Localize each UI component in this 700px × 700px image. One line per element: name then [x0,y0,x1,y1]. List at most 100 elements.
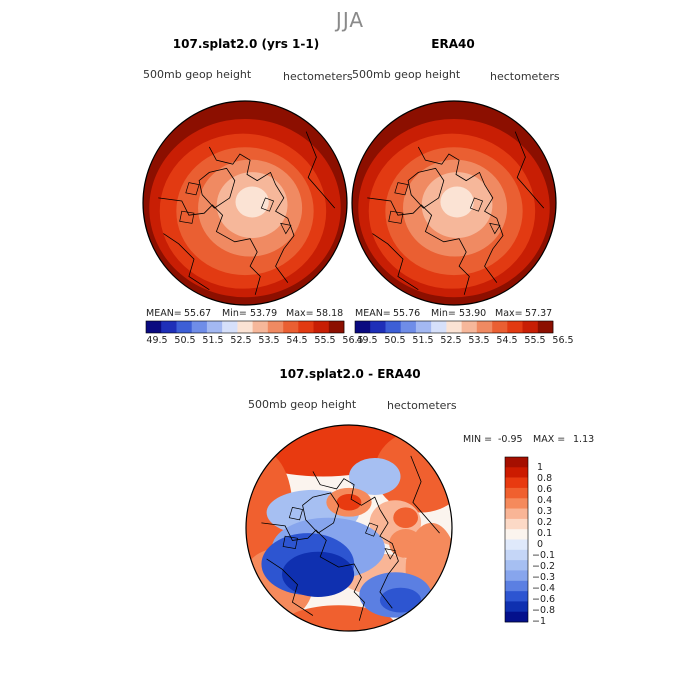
diff-colorbar-swatch [505,611,528,623]
panel-1-mean-value: 55.67 [184,308,212,319]
greenland-coastline [302,492,340,534]
diff-colorbar-swatch [505,580,528,592]
diff-cb-tick: −0.1 [532,550,556,561]
diff-contour-region [379,587,422,613]
diff-colorbar-swatch [505,467,528,478]
colorbar-2-swatch [507,321,523,333]
polar-map [143,101,347,305]
colorbar-1-swatch [206,321,223,333]
diff-cb-tick: −1 [532,616,547,627]
map-ring [235,186,269,218]
island-coastline [365,522,379,537]
diff-colorbar-swatch [505,508,528,520]
diff-max-value: 1.13 [573,434,595,445]
diff-colorbar-swatch [505,518,528,530]
colorbar-2-swatch [461,321,478,333]
panel-1-min-label: Min= [222,308,247,319]
difference-map [246,425,452,631]
cb2-tick: 50.5 [384,335,406,346]
polar-map [352,101,556,305]
coastline [208,146,295,283]
diff-cb-tick: −0.2 [532,561,556,572]
panel-2-variable: 500mb geop height [352,68,461,81]
diff-variable: 500mb geop height [248,398,357,411]
island-coastline [179,210,195,224]
diff-cb-tick: 0.3 [537,506,553,517]
colorbar-1-swatch [146,321,162,333]
island-coastline [394,182,409,196]
cb1-tick: 54.5 [286,335,308,346]
colorbar-2-swatch [400,321,417,333]
island-coastline [384,548,396,560]
panel-2-title: ERA40 [431,37,475,51]
island-coastline [280,222,292,235]
coastline [158,197,261,295]
panel-2-units: hectometers [490,70,560,83]
island-coastline [489,222,501,235]
panel-2-max-label: Max= [495,308,523,319]
coastline [372,233,419,291]
diff-colorbar-swatch [505,549,528,561]
coastline [305,131,336,209]
diff-colorbar-swatch [505,477,528,489]
colorbar-1-swatch [252,321,269,333]
cb1-tick: 52.5 [230,335,252,346]
island-coastline [388,210,404,224]
colorbar-2-frame [354,320,554,334]
diff-cb-tick: 0.6 [537,484,553,495]
colorbar-2-swatch [476,321,493,333]
diff-cb-tick: 0.4 [537,495,553,506]
diff-colorbar-swatch [505,529,528,540]
diff-colorbar-swatch [505,591,528,602]
colorbar-2-swatch [522,321,538,333]
panel-1-units: hectometers [283,70,353,83]
island-coastline [185,182,200,196]
diff-cb-tick: −0.4 [532,583,556,594]
diff-min-label: MIN = [463,434,493,445]
diff-contour-region [349,457,401,496]
map-border [142,100,348,306]
colorbar-1-swatch [267,321,284,333]
coastline [261,522,365,621]
cb1-tick: 55.5 [314,335,336,346]
panel-2-min-label: Min= [431,308,456,319]
coastline [410,455,440,534]
colorbar-1-swatch [191,321,208,333]
cb2-tick: 56.5 [552,335,574,346]
diff-map-border [245,424,453,632]
coastline [266,558,314,616]
coastline [514,131,545,209]
colorbar-2-swatch [415,321,432,333]
season-label: JJA [335,8,365,32]
panel-1-max-value: 58.18 [316,308,344,319]
diff-cb-tick: −0.8 [532,605,556,616]
colorbar-1-swatch [313,321,329,333]
diff-cb-tick: 0.2 [537,517,553,528]
cb1-tick: 56.5 [342,335,364,346]
diff-contour-region [336,494,362,511]
colorbar-1-swatch [237,321,253,333]
diff-contour-region [393,507,419,528]
colorbar-2-swatch [431,321,447,333]
colorbar-1-swatch [298,321,314,333]
colorbar-2-swatch [492,321,508,333]
cb2-tick: 54.5 [496,335,518,346]
colorbar-1-frame [145,320,345,334]
diff-colorbar-swatch [505,498,528,509]
diff-colorbar-swatch [505,560,528,571]
cb1-tick: 49.5 [146,335,168,346]
panel-2-mean-label: MEAN= [355,308,391,319]
diff-colorbar-swatch [505,457,528,468]
diff-contour-region [282,551,355,598]
diff-colorbar-swatch [505,539,528,551]
diff-units: hectometers [387,399,457,412]
cb1-tick: 53.5 [258,335,280,346]
colorbar-1-swatch [222,321,238,333]
diff-colorbar-swatch [505,601,528,612]
diff-cb-tick: 1 [537,462,544,473]
colorbar-2-swatch [446,321,462,333]
greenland-coastline [198,167,236,209]
cb2-tick: 52.5 [440,335,462,346]
greenland-coastline [407,167,445,209]
